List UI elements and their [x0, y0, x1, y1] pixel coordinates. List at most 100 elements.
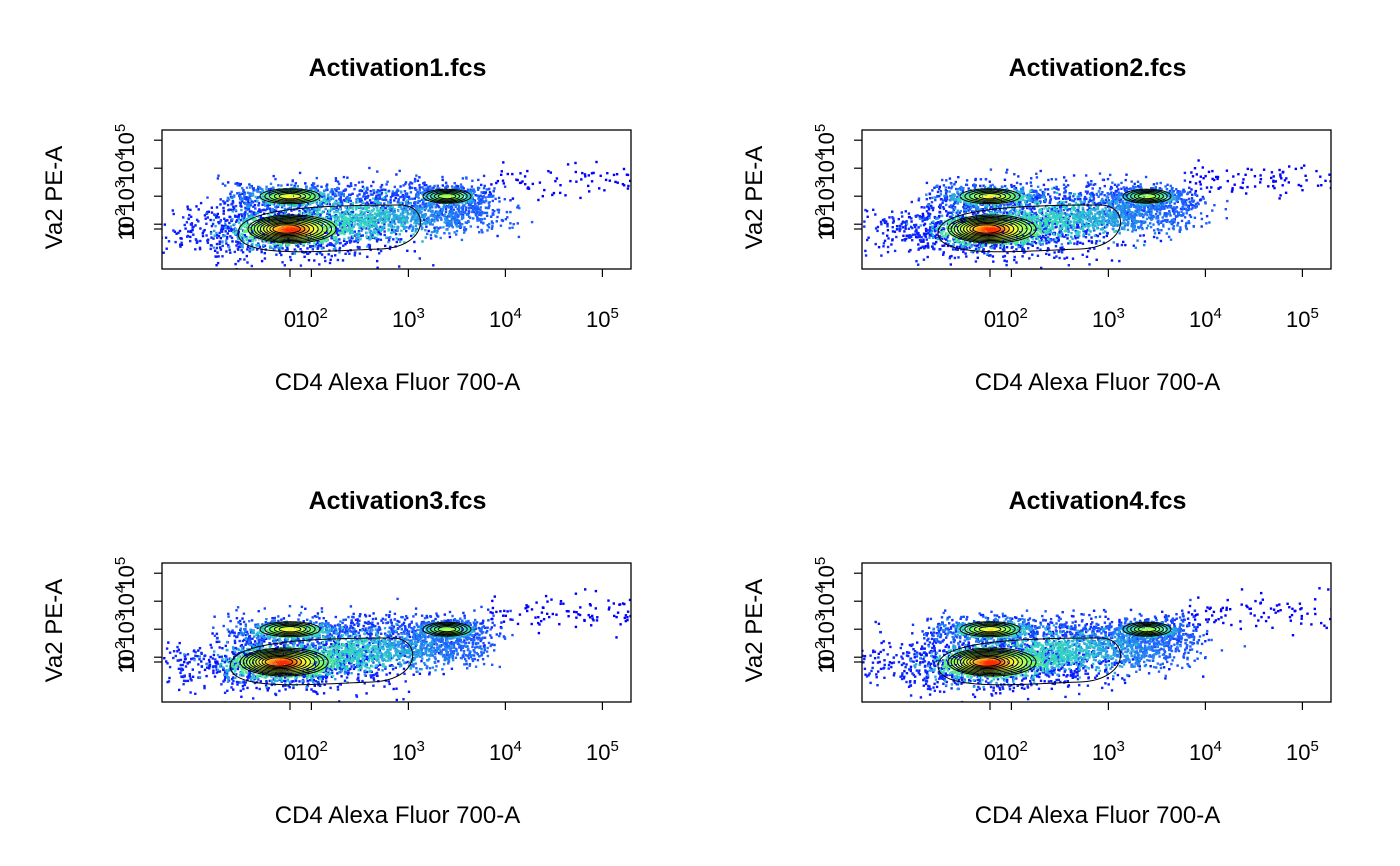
event-point	[361, 220, 365, 223]
event-point	[201, 234, 205, 238]
event-point	[477, 210, 480, 214]
event-point	[293, 248, 296, 251]
event-point	[294, 249, 298, 253]
contour-line	[273, 191, 307, 201]
event-point	[294, 182, 297, 185]
event-point	[1003, 259, 1006, 262]
event-point	[174, 240, 177, 244]
event-point	[484, 191, 487, 194]
event-point	[287, 229, 291, 232]
event-point	[1124, 243, 1127, 247]
event-point	[302, 200, 305, 204]
event-point	[283, 196, 286, 199]
event-point	[304, 250, 308, 254]
event-point	[388, 211, 391, 214]
event-point	[337, 182, 341, 186]
event-point	[623, 184, 626, 187]
event-point	[453, 218, 456, 221]
event-point	[506, 216, 509, 219]
event-point	[464, 211, 467, 215]
event-point	[421, 202, 424, 205]
event-point	[338, 207, 341, 211]
event-point	[369, 193, 373, 196]
event-point	[250, 184, 253, 188]
event-point	[243, 258, 246, 261]
event-point	[459, 224, 462, 227]
event-point	[919, 240, 923, 243]
event-point	[251, 201, 255, 204]
event-point	[243, 225, 246, 229]
event-point	[271, 207, 274, 211]
event-point	[221, 244, 224, 248]
event-point	[236, 237, 240, 240]
event-point	[1253, 175, 1257, 178]
event-point	[223, 234, 227, 237]
event-point	[432, 218, 436, 222]
event-point	[218, 231, 221, 235]
event-point	[345, 208, 349, 211]
event-point	[312, 182, 316, 185]
event-point	[326, 231, 329, 234]
event-point	[1087, 239, 1091, 243]
event-point	[180, 243, 184, 246]
event-point	[1215, 175, 1218, 179]
event-point	[457, 205, 461, 208]
event-point	[925, 232, 928, 235]
event-point	[1195, 173, 1198, 176]
event-point	[235, 240, 238, 243]
event-point	[226, 203, 230, 207]
event-point	[372, 228, 376, 231]
event-point	[453, 182, 456, 185]
event-point	[215, 233, 219, 237]
event-point	[301, 229, 304, 232]
event-point	[949, 263, 952, 266]
contour-line	[253, 216, 328, 242]
event-point	[1085, 255, 1089, 258]
event-point	[246, 261, 249, 264]
event-point	[206, 216, 209, 219]
contour-line	[247, 214, 337, 244]
event-point	[292, 203, 295, 206]
event-point	[299, 248, 302, 251]
event-point	[441, 175, 444, 179]
event-point	[250, 202, 253, 205]
event-point	[382, 216, 386, 219]
event-point	[228, 229, 231, 232]
event-point	[1066, 237, 1069, 240]
event-point	[345, 210, 348, 213]
event-point	[1053, 222, 1056, 225]
event-point	[433, 212, 436, 215]
event-point	[270, 215, 274, 219]
event-point	[397, 215, 401, 218]
event-point	[409, 213, 412, 216]
event-point	[378, 191, 381, 195]
event-point	[238, 191, 241, 195]
event-point	[904, 227, 907, 230]
event-point	[409, 219, 413, 223]
event-point	[348, 240, 352, 243]
event-point	[199, 201, 203, 205]
event-point	[395, 240, 398, 244]
event-point	[449, 224, 452, 227]
event-point	[1297, 183, 1300, 187]
event-point	[457, 187, 460, 190]
event-point	[331, 237, 334, 240]
event-point	[379, 233, 382, 236]
event-point	[255, 189, 258, 192]
event-point	[369, 218, 372, 221]
event-point	[338, 220, 342, 223]
event-point	[314, 243, 318, 246]
event-point	[393, 231, 396, 234]
event-point	[359, 197, 363, 201]
event-point	[385, 198, 388, 202]
event-point	[365, 207, 368, 210]
event-point	[215, 246, 219, 250]
event-point	[257, 234, 260, 237]
event-point	[926, 205, 929, 208]
event-point	[419, 225, 423, 228]
event-point	[389, 225, 393, 228]
event-point	[488, 195, 491, 198]
event-point	[391, 206, 395, 209]
event-point	[343, 218, 346, 221]
event-point	[399, 219, 402, 223]
